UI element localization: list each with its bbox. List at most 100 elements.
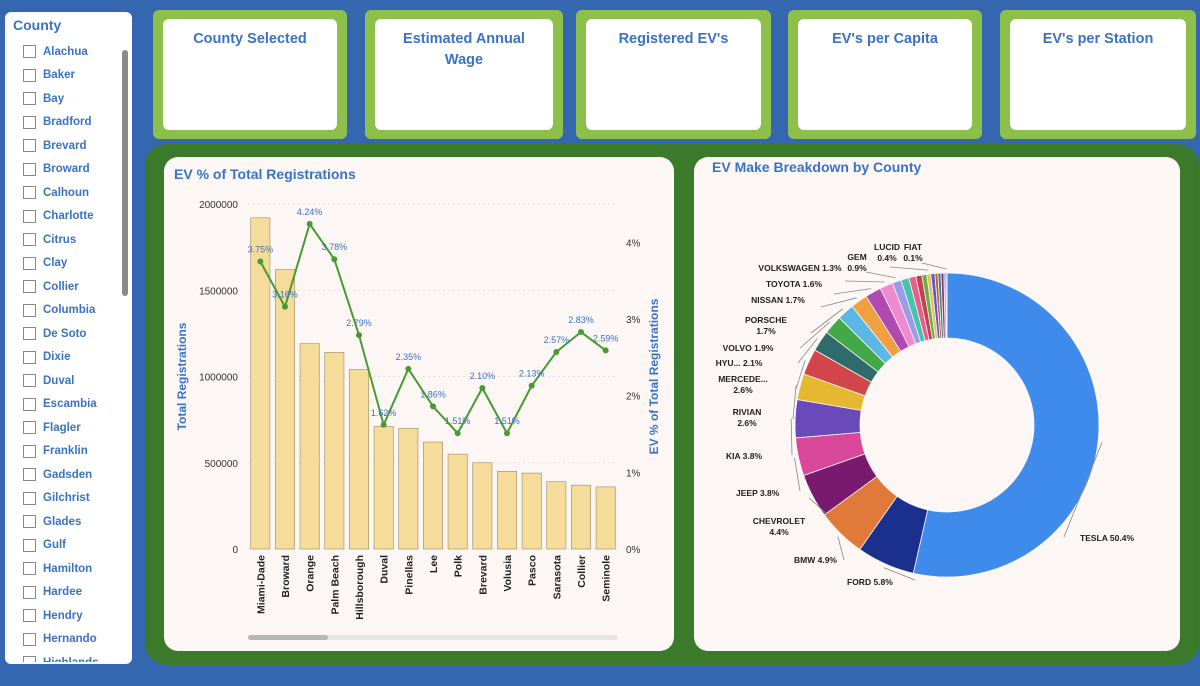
county-option[interactable]: Franklin — [23, 440, 123, 464]
checkbox[interactable] — [23, 585, 36, 599]
checkbox[interactable] — [23, 374, 36, 388]
checkbox[interactable] — [23, 632, 36, 646]
chart-scrollbar-thumb[interactable] — [248, 635, 328, 640]
checkbox[interactable] — [23, 656, 36, 662]
county-slicer: County Alachua Baker Bay Bradford Brevard Bro… — [5, 12, 132, 664]
checkbox[interactable] — [23, 350, 36, 364]
donut-slice[interactable] — [912, 272, 1100, 578]
county-option[interactable]: Alachua — [23, 40, 123, 64]
donut-slice[interactable] — [945, 272, 948, 339]
line-point[interactable] — [356, 332, 362, 339]
checkbox[interactable] — [23, 256, 36, 270]
bar[interactable] — [447, 453, 468, 550]
line-point[interactable] — [306, 220, 313, 227]
bar[interactable] — [398, 427, 419, 550]
line-point[interactable] — [380, 421, 387, 428]
line-point[interactable] — [282, 303, 288, 310]
line-point[interactable] — [479, 385, 486, 391]
checkbox[interactable] — [23, 538, 36, 552]
bar[interactable] — [250, 217, 271, 550]
county-option-label: Citrus — [43, 233, 77, 246]
checkbox[interactable] — [23, 233, 36, 247]
checkbox[interactable] — [23, 68, 36, 82]
bar[interactable] — [497, 471, 517, 550]
county-option[interactable]: Gilchrist — [23, 487, 123, 511]
county-option[interactable]: Calhoun — [23, 181, 123, 205]
checkbox[interactable] — [23, 92, 36, 106]
checkbox[interactable] — [23, 280, 36, 294]
county-option[interactable]: Charlotte — [23, 205, 123, 229]
checkbox[interactable] — [23, 444, 36, 458]
checkbox[interactable] — [23, 209, 36, 223]
bar[interactable] — [472, 462, 493, 550]
x-tick-label: Miami-Dade — [255, 555, 267, 614]
bar[interactable] — [349, 369, 369, 550]
checkbox[interactable] — [23, 186, 36, 200]
slice-label: HYU... 2.1% — [716, 358, 763, 368]
line-point[interactable] — [454, 430, 461, 437]
county-option[interactable]: Dixie — [23, 346, 123, 370]
county-option[interactable]: De Soto — [23, 322, 123, 346]
bar[interactable] — [521, 472, 542, 550]
slicer-scrollbar[interactable] — [122, 50, 128, 296]
county-option[interactable]: Escambia — [23, 393, 123, 417]
line-point[interactable] — [257, 258, 264, 265]
checkbox[interactable] — [23, 491, 36, 505]
checkbox[interactable] — [23, 45, 36, 59]
county-option[interactable]: Gulf — [23, 534, 123, 558]
bar[interactable] — [546, 481, 567, 550]
county-option[interactable]: Hendry — [23, 604, 123, 628]
checkbox[interactable] — [23, 397, 36, 411]
checkbox[interactable] — [23, 303, 36, 317]
county-option[interactable]: Glades — [23, 510, 123, 534]
checkbox[interactable] — [23, 115, 36, 129]
bar[interactable] — [373, 426, 394, 550]
checkbox[interactable] — [23, 139, 36, 153]
line-point[interactable] — [528, 382, 535, 389]
county-option[interactable]: Brevard — [23, 134, 123, 158]
checkbox[interactable] — [23, 327, 36, 341]
chart-scrollbar-track[interactable] — [248, 635, 618, 640]
county-option[interactable]: Duval — [23, 369, 123, 393]
checkbox[interactable] — [23, 609, 36, 623]
county-option[interactable]: Citrus — [23, 228, 123, 252]
slice-label: VOLVO 1.9% — [723, 343, 774, 353]
county-option[interactable]: Broward — [23, 158, 123, 182]
checkbox[interactable] — [23, 421, 36, 435]
line-point[interactable] — [331, 256, 338, 263]
county-option[interactable]: Flagler — [23, 416, 123, 440]
checkbox[interactable] — [23, 562, 36, 576]
county-option[interactable]: Clay — [23, 252, 123, 276]
county-option[interactable]: Bradford — [23, 111, 123, 135]
data-label: 2.79% — [346, 318, 372, 328]
line-point[interactable] — [553, 348, 560, 355]
county-option-label: Hernando — [43, 633, 97, 646]
leader-line — [889, 266, 929, 271]
checkbox[interactable] — [23, 515, 36, 529]
line-point[interactable] — [430, 403, 436, 410]
county-option[interactable]: Gadsden — [23, 463, 123, 487]
kpi-registered-evs: Registered EV's — [576, 10, 771, 139]
county-option[interactable]: Hernando — [23, 628, 123, 652]
checkbox[interactable] — [23, 162, 36, 176]
checkbox[interactable] — [23, 468, 36, 482]
kpi-evs-per-station: EV's per Station — [1000, 10, 1196, 139]
bar[interactable] — [423, 441, 443, 550]
x-tick-label: Hillsborough — [354, 555, 366, 620]
line-point[interactable] — [405, 365, 412, 372]
county-option[interactable]: Hardee — [23, 581, 123, 605]
bar[interactable] — [324, 352, 345, 550]
county-option[interactable]: Bay — [23, 87, 123, 111]
county-option[interactable]: Collier — [23, 275, 123, 299]
bar[interactable] — [275, 269, 295, 550]
bar[interactable] — [571, 484, 591, 550]
county-option[interactable]: Columbia — [23, 299, 123, 323]
county-option[interactable]: Highlands — [23, 651, 123, 662]
county-option[interactable]: Hamilton — [23, 557, 123, 581]
county-option[interactable]: Baker — [23, 64, 123, 88]
bar[interactable] — [299, 343, 320, 550]
line-point[interactable] — [504, 430, 510, 437]
line-point[interactable] — [578, 329, 584, 336]
line-point[interactable] — [602, 347, 609, 354]
bar[interactable] — [595, 486, 616, 550]
